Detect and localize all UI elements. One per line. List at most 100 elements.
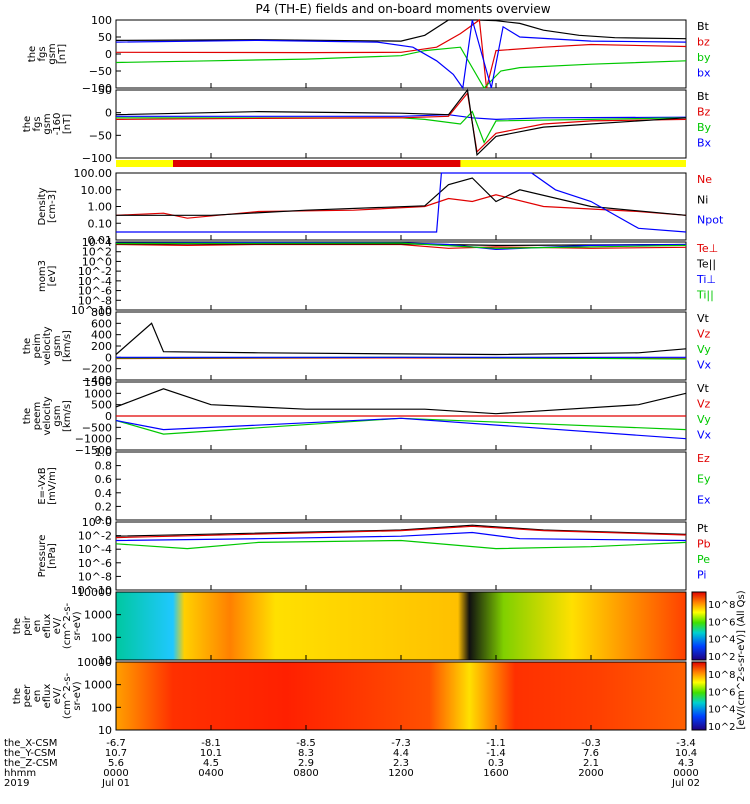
xaxis-value-4-6: Jul 02 xyxy=(671,778,700,789)
ytick-p7-3: 0.4 xyxy=(95,487,113,500)
series-p3-Npot xyxy=(116,172,687,233)
series-p1-bx xyxy=(115,19,687,90)
orbit-bar-red xyxy=(173,160,461,167)
spectrogram-p9 xyxy=(116,592,686,660)
ytick-p4-3: 10^-2 xyxy=(78,265,112,278)
panel-p7: 1.00.80.60.40.20.0 E=-VxB[mV/m] Ez Ey Ex xyxy=(37,446,711,527)
ytick-p5-5: −200 xyxy=(82,363,112,376)
xaxis-value-3-1: 0400 xyxy=(198,768,223,779)
legend-p2-2: By xyxy=(697,121,712,134)
xaxis-row-label-2: the_Z-CSM xyxy=(4,758,58,769)
xaxis-value-0-2: -8.5 xyxy=(296,738,316,749)
ytick-p7-2: 0.6 xyxy=(95,473,113,486)
xaxis-value-2-0: 5.6 xyxy=(108,758,124,769)
series-p8-Pb xyxy=(115,525,687,539)
legend-p7-2: Ex xyxy=(697,493,711,506)
legend-p2-1: Bz xyxy=(697,106,711,119)
colorbar-label: [eV/(cm^2-s-sr-eV)] (All Qs) xyxy=(736,590,747,729)
cbtick-p9-3: 10^2 xyxy=(708,652,735,663)
ytick-p8-0: 10^0 xyxy=(82,516,112,529)
ytick-p10-1: 1000 xyxy=(84,679,112,692)
ytick-p6-2: 500 xyxy=(91,399,112,412)
legend-p3-2: Npot xyxy=(697,214,724,227)
legend-p4-2: Ti⊥ xyxy=(696,273,716,286)
ytick-p8-1: 10^-2 xyxy=(78,530,112,543)
ytick-p4-2: 10^0 xyxy=(82,255,112,268)
ytick-p6-4: −500 xyxy=(82,421,112,434)
ytick-p2-2: −50 xyxy=(89,129,112,142)
xaxis-value-1-3: 4.4 xyxy=(393,748,409,759)
panel-p3: 100.00 10.00 1.00 0.10 0.01 Density[cm-3] Ne Ni… xyxy=(37,167,724,247)
ytick-p7-5: 0.0 xyxy=(95,514,113,527)
ytick-p10-3: 10 xyxy=(98,724,112,737)
legend-p6-0: Vt xyxy=(697,382,710,395)
ylabel-p2: thefgsgsm-160[nT] xyxy=(22,113,73,136)
ytick-p5-3: 200 xyxy=(91,340,112,353)
cbtick-p9-1: 10^6 xyxy=(708,617,735,628)
colorbar-p10 xyxy=(691,661,707,731)
ytick-p10-2: 100 xyxy=(91,701,112,714)
ytick-p1-0: 100 xyxy=(91,14,112,27)
series-p4-Ti⊥ xyxy=(115,241,687,251)
xaxis-value-3-0: 0000 xyxy=(103,768,128,779)
series-p1-bz xyxy=(115,18,687,89)
series-p3-Ne xyxy=(115,194,687,219)
ytick-p1-2: 0 xyxy=(105,48,112,61)
series-p8-Pe xyxy=(115,539,687,550)
series-p6-Vt xyxy=(115,388,687,415)
series-p5-Vt xyxy=(115,322,687,356)
ylabel-p3: Density[cm-3] xyxy=(37,187,58,225)
legend-p7-0: Ez xyxy=(697,452,710,465)
xaxis-row-label-0: the_X-CSM xyxy=(4,738,57,749)
x-axis-rows: the_X-CSM -6.7 -8.1 -8.5 -7.3 -1.1 -0.3 -3.4 the… xyxy=(4,738,700,789)
ytick-p5-2: 400 xyxy=(91,329,112,342)
series-p2-Bz xyxy=(115,91,687,154)
legend-p2-0: Bt xyxy=(697,90,710,103)
panel-p2: 50 0 −50 −100 thefgsgsm-160[nT] Bt Bz By Bx xyxy=(22,84,712,165)
xaxis-value-1-1: 10.1 xyxy=(200,748,222,759)
legend-p4-1: Te|| xyxy=(696,258,716,271)
ytick-p4-7: 10^-10 xyxy=(71,304,112,317)
ytick-p8-4: 10^-8 xyxy=(78,570,112,583)
legend-p1-1: bz xyxy=(697,36,710,49)
xaxis-row-label-3: hhmm xyxy=(4,768,36,779)
ytick-p6-1: 1000 xyxy=(84,387,112,400)
ytick-p1-3: −50 xyxy=(89,65,112,78)
xaxis-value-0-4: -1.1 xyxy=(486,738,506,749)
ytick-p8-5: 10^-10 xyxy=(71,584,112,597)
legend-p6-3: Vx xyxy=(697,429,712,442)
legend-p5-0: Vt xyxy=(697,312,710,325)
spectrogram-p10 xyxy=(116,662,686,730)
legend-p8-1: Pb xyxy=(697,538,711,551)
frame-p2 xyxy=(115,89,687,159)
xaxis-row-label-1: the_Y-CSM xyxy=(4,748,56,759)
xaxis-value-0-1: -8.1 xyxy=(201,738,221,749)
xaxis-value-3-6: 0000 xyxy=(673,768,698,779)
xaxis-value-3-4: 1600 xyxy=(483,768,508,779)
frame-p1 xyxy=(115,19,687,89)
ytick-p5-6: −400 xyxy=(82,374,112,387)
ytick-p10-0: 10000 xyxy=(77,656,112,669)
series-p6-Vy xyxy=(115,417,687,435)
cbtick-p10-1: 10^6 xyxy=(708,687,735,698)
ytick-p9-2: 100 xyxy=(91,631,112,644)
legend-p3-1: Ni xyxy=(697,193,708,206)
ytick-p2-1: 0 xyxy=(105,107,112,120)
ylabel-p6: thepeemvelocitygsm[km/s] xyxy=(22,396,73,435)
ytick-p4-1: 10^2 xyxy=(82,246,112,259)
xaxis-value-3-2: 0800 xyxy=(293,768,318,779)
series-p8-Pi xyxy=(115,531,687,542)
xaxis-value-1-0: 10.7 xyxy=(105,748,127,759)
legend-p5-3: Vx xyxy=(697,359,712,372)
ytick-p7-0: 1.0 xyxy=(95,446,113,459)
legend-p6-2: Vy xyxy=(697,413,711,426)
xaxis-value-1-5: 7.6 xyxy=(583,748,599,759)
series-p1-by xyxy=(115,46,687,89)
legend-p8-2: Pe xyxy=(697,553,710,566)
series-p3-Ni xyxy=(116,177,687,216)
cbtick-p9-0: 10^8 xyxy=(708,600,735,611)
ytick-p4-6: 10^-8 xyxy=(78,294,112,307)
